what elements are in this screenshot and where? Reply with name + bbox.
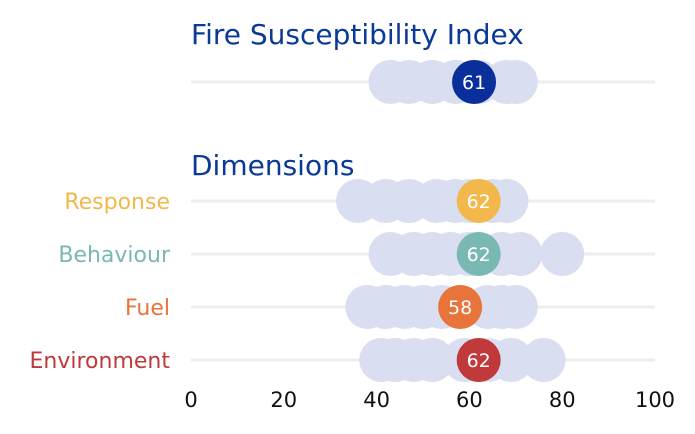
dimension-environment-background-dot-3 xyxy=(410,338,455,382)
dimension-response-row: 62 Response xyxy=(64,179,655,223)
index-value-label: 61 xyxy=(462,72,486,94)
dimension-behaviour-label: Behaviour xyxy=(58,243,171,268)
dimension-behaviour-background-dot-7 xyxy=(540,232,585,276)
index-row: 61 xyxy=(191,60,655,104)
x-tick-label-0: 0 xyxy=(184,388,197,412)
index-background-dot-6 xyxy=(493,60,538,104)
dimension-environment-value-dot xyxy=(456,338,501,382)
x-tick-label-100: 100 xyxy=(635,388,675,412)
x-tick-label-80: 80 xyxy=(549,388,576,412)
dimension-environment-value-label: 62 xyxy=(467,350,491,372)
dimension-environment-background-dot-6 xyxy=(489,338,534,382)
chart-title: Fire Susceptibility Index xyxy=(191,18,524,51)
dimension-response-value-label: 62 xyxy=(467,191,491,213)
dimension-fuel-row: 58 Fuel xyxy=(125,285,655,329)
section-title: Dimensions xyxy=(191,149,354,182)
dimension-response-value-dot xyxy=(456,179,501,223)
dimension-environment-row: 62 Environment xyxy=(30,338,655,382)
dimension-behaviour-value-dot xyxy=(456,232,501,276)
dimension-environment-background-dot-7 xyxy=(521,338,566,382)
dimension-behaviour-value-label: 62 xyxy=(467,244,491,266)
dimension-fuel-label: Fuel xyxy=(125,296,170,321)
dimension-behaviour-row: 62 Behaviour xyxy=(58,232,655,276)
index-value-dot xyxy=(452,60,497,104)
dimension-fuel-value-label: 58 xyxy=(448,297,472,319)
dimension-fuel-value-dot xyxy=(438,285,483,329)
chart-rows: 61 62 Response 62 Behaviour 58 Fuel 62 Environme… xyxy=(30,60,655,382)
dimension-environment-label: Environment xyxy=(30,349,171,374)
x-tick-label-40: 40 xyxy=(363,388,390,412)
x-tick-label-20: 20 xyxy=(270,388,297,412)
dimension-fuel-background-dot-7 xyxy=(493,285,538,329)
dimension-response-label: Response xyxy=(64,190,170,215)
dimension-behaviour-background-dot-6 xyxy=(498,232,543,276)
x-axis: 0 20 40 60 80 100 xyxy=(184,388,675,412)
x-tick-label-60: 60 xyxy=(456,388,483,412)
